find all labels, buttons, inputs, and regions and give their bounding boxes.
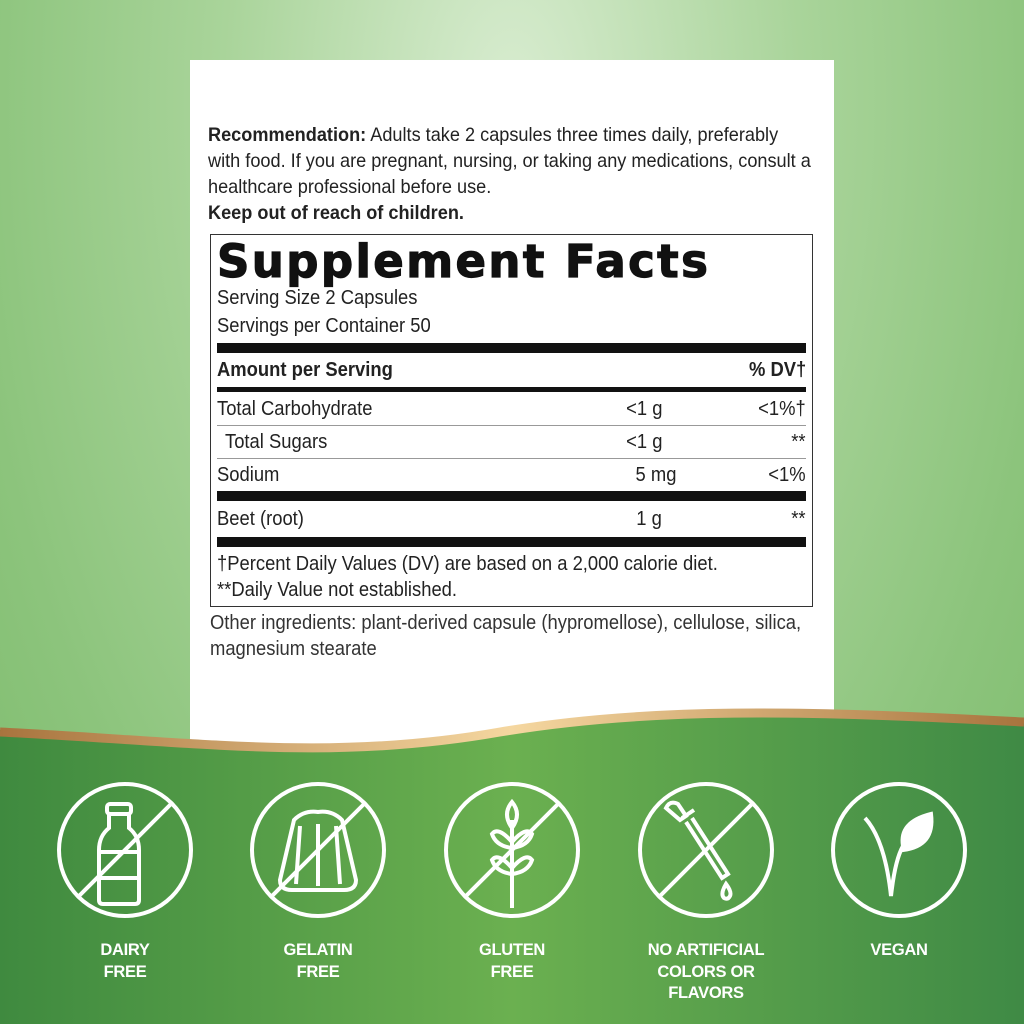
- divider: [217, 458, 806, 459]
- servings-per-container: Servings per Container 50: [217, 315, 431, 337]
- row-amount: 1 g: [636, 508, 662, 530]
- row-amount: 5 mg: [635, 464, 676, 486]
- row-name: Total Carbohydrate: [217, 398, 373, 420]
- label-panel: [190, 60, 834, 760]
- footnote-not-established: **Daily Value not established.: [217, 579, 458, 601]
- facts-title: Supplement Facts: [216, 234, 711, 288]
- row-dv: **: [791, 508, 806, 530]
- divider: [217, 387, 806, 392]
- divider: [217, 343, 806, 353]
- dairy-free-icon: [57, 782, 193, 918]
- recommendation-text: Recommendation: Adults take 2 capsules t…: [208, 124, 811, 224]
- gluten-free-icon: [444, 782, 580, 918]
- row-name: Sodium: [217, 464, 280, 486]
- dv-header: % DV†: [748, 359, 806, 381]
- row-name: Total Sugars: [225, 431, 328, 453]
- divider: [217, 537, 806, 547]
- vegan-label: VEGAN: [870, 941, 928, 959]
- gelatin-free-label: GELATIN FREE: [283, 941, 353, 981]
- row-amount: <1 g: [625, 431, 662, 453]
- footnote-dv: †Percent Daily Values (DV) are based on …: [217, 553, 718, 575]
- row-dv: <1%: [768, 464, 806, 486]
- serving-size: Serving Size 2 Capsules: [217, 287, 418, 309]
- other-ingredients: Other ingredients: plant-derived capsule…: [210, 612, 802, 660]
- dairy-free-label: DAIRY FREE: [100, 941, 150, 981]
- no-artificial-colors-icon: [638, 782, 774, 918]
- amount-header: Amount per Serving: [217, 359, 393, 381]
- supplement-facts-table: Supplement Facts Serving Size 2 Capsules…: [210, 234, 813, 607]
- row-dv: **: [791, 431, 806, 453]
- no-artificial-label: NO ARTIFICIAL COLORS OR FLAVORS: [647, 941, 765, 1002]
- divider: [217, 425, 806, 426]
- row-name: Beet (root): [217, 508, 304, 530]
- row-amount: <1 g: [625, 398, 662, 420]
- row-dv: <1%†: [758, 398, 806, 420]
- gluten-free-label: GLUTEN FREE: [478, 941, 546, 981]
- divider: [217, 491, 806, 501]
- gelatin-free-icon: [250, 782, 386, 918]
- vegan-icon: [831, 782, 967, 918]
